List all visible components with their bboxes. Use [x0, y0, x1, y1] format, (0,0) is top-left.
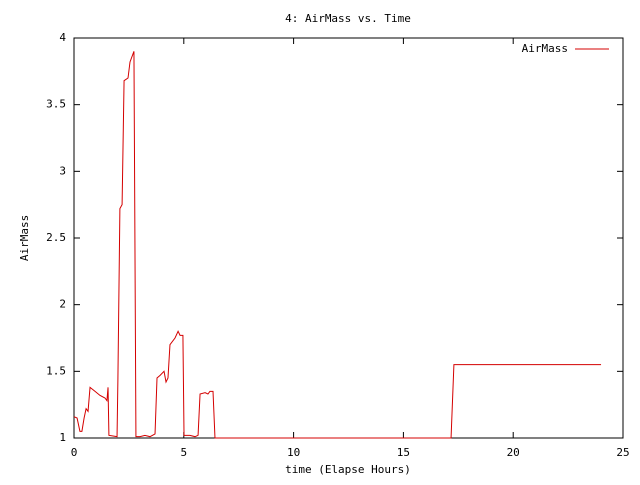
legend-label: AirMass — [522, 42, 568, 55]
x-tick-label: 0 — [71, 446, 78, 459]
x-tick-label: 10 — [287, 446, 300, 459]
x-axis-label: time (Elapse Hours) — [285, 463, 411, 476]
y-tick-label: 1.5 — [46, 364, 66, 377]
x-tick-label: 5 — [180, 446, 187, 459]
y-tick-label: 2 — [59, 298, 66, 311]
y-tick-label: 3.5 — [46, 98, 66, 111]
data-line — [73, 51, 602, 439]
y-tick-label: 1 — [59, 431, 66, 444]
x-tick-label: 25 — [616, 446, 629, 459]
y-tick-label: 2.5 — [46, 231, 66, 244]
x-tick-label: 20 — [507, 446, 520, 459]
y-tick-label: 4 — [59, 31, 66, 44]
y-tick-label: 3 — [59, 164, 66, 177]
x-tick-label: 15 — [397, 446, 410, 459]
chart-title: 4: AirMass vs. Time — [285, 12, 411, 25]
plot-frame — [73, 37, 624, 439]
y-axis-label: AirMass — [18, 215, 31, 261]
